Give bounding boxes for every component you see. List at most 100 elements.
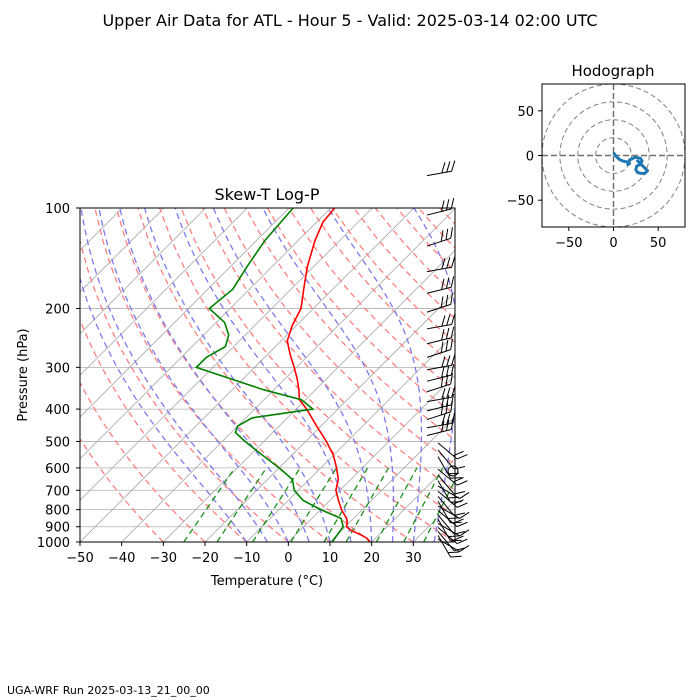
- isotherm-line: [80, 208, 373, 501]
- barb-staff: [426, 208, 452, 216]
- barb-feather: [445, 199, 450, 211]
- wind-barb: [426, 372, 453, 393]
- barb-staff: [437, 490, 458, 508]
- barb-feather: [446, 314, 451, 326]
- dry-adiabat: [80, 437, 164, 542]
- y-tick-label: 200: [45, 303, 70, 318]
- barb-feather: [451, 412, 456, 424]
- barb-feather: [453, 499, 464, 505]
- skewt-frame: [79, 207, 456, 543]
- wind-barb: [426, 418, 455, 437]
- dry-adiabat: [80, 317, 248, 542]
- barb-feather: [450, 539, 462, 542]
- hodo-y-tick-label: 0: [526, 150, 534, 165]
- dry-adiabat: [331, 208, 455, 344]
- barb-feather: [453, 465, 466, 470]
- barb-feather: [441, 420, 445, 433]
- moist-adiabat: [413, 208, 455, 542]
- barb-feather: [441, 162, 446, 174]
- barb-feather: [451, 386, 456, 398]
- isotherm-line: [497, 208, 700, 542]
- wind-barb: [437, 505, 470, 519]
- x-tick-label: −20: [191, 551, 218, 566]
- skewt-xlabel: Temperature (°C): [210, 574, 323, 589]
- wind-barb: [437, 442, 468, 460]
- barb-staff: [426, 383, 451, 393]
- barb-feather: [441, 258, 446, 270]
- wind-barb: [426, 326, 455, 345]
- moist-adiabat: [327, 208, 423, 542]
- hodograph-title: Hodograph: [571, 62, 654, 80]
- y-tick-label: 300: [45, 361, 70, 376]
- hodograph-trace: [612, 151, 649, 175]
- moist-adiabat: [174, 208, 352, 542]
- wind-barb: [426, 227, 453, 247]
- dry-adiabat: [223, 208, 455, 466]
- isotherm-line: [80, 208, 248, 376]
- isotherm-line: [80, 208, 290, 418]
- barb-staff: [437, 510, 458, 527]
- figure-title: Upper Air Data for ATL - Hour 5 - Valid:…: [102, 11, 598, 30]
- barb-staff: [426, 170, 452, 177]
- x-tick-label: 0: [284, 551, 292, 566]
- barb-feather: [450, 198, 455, 210]
- isotherm-line: [204, 291, 455, 542]
- wind-barb: [426, 293, 453, 313]
- barb-feather: [441, 396, 445, 408]
- mixing-ratio-line: [183, 467, 236, 542]
- barb-feather: [453, 535, 464, 541]
- barb-feather: [445, 395, 450, 407]
- wind-barb: [426, 354, 456, 371]
- wind-barb: [426, 386, 456, 403]
- barb-staff: [426, 411, 451, 421]
- dry-adiabat: [202, 208, 455, 491]
- barb-staff: [426, 396, 452, 403]
- wind-barb: [426, 276, 455, 294]
- temperature-profile-line: [286, 208, 371, 542]
- wind-barb: [437, 535, 462, 558]
- mixing-ratio-line: [423, 478, 455, 542]
- barb-feather: [459, 529, 470, 537]
- hodo-y-tick-label: 50: [517, 105, 534, 120]
- barb-feather: [451, 160, 456, 172]
- wind-barb: [426, 160, 456, 177]
- barb-feather: [450, 276, 455, 288]
- barb-staff: [437, 480, 451, 503]
- x-tick-label: −40: [108, 551, 135, 566]
- y-tick-label: 600: [45, 462, 70, 477]
- wind-barb: [426, 256, 456, 273]
- isotherm-line: [454, 541, 455, 542]
- barb-feather: [450, 227, 453, 239]
- dry-adiabat: [374, 208, 455, 296]
- barb-staff: [437, 505, 460, 519]
- barb-staff: [437, 527, 458, 544]
- barb-feather: [440, 341, 444, 353]
- mixing-ratio-line: [290, 467, 337, 542]
- isotherm-line: [80, 208, 331, 460]
- barb-feather: [453, 512, 466, 516]
- moist-adiabat: [262, 208, 395, 542]
- y-tick-label: 1000: [37, 536, 70, 551]
- barb-feather: [456, 538, 468, 545]
- barb-feather: [446, 257, 451, 269]
- isotherm-line: [371, 458, 455, 542]
- dry-adiabat: [505, 208, 700, 542]
- dry-adiabat: [115, 208, 373, 542]
- moist-adiabat: [144, 208, 331, 542]
- wind-barb: [437, 538, 470, 553]
- barb-feather: [450, 326, 455, 338]
- moist-adiabat: [80, 276, 248, 542]
- barb-feather: [441, 329, 445, 341]
- barb-staff: [437, 468, 458, 486]
- barb-feather: [453, 477, 464, 483]
- isotherm-line: [80, 208, 206, 335]
- barb-feather: [446, 387, 451, 399]
- dry-adiabat: [439, 208, 455, 225]
- isotherm-line: [80, 208, 165, 293]
- barb-feather: [445, 228, 449, 240]
- barb-staff: [437, 474, 455, 495]
- dry-adiabat: [180, 208, 455, 517]
- y-tick-label: 100: [45, 202, 70, 217]
- dry-adiabat: [462, 208, 700, 542]
